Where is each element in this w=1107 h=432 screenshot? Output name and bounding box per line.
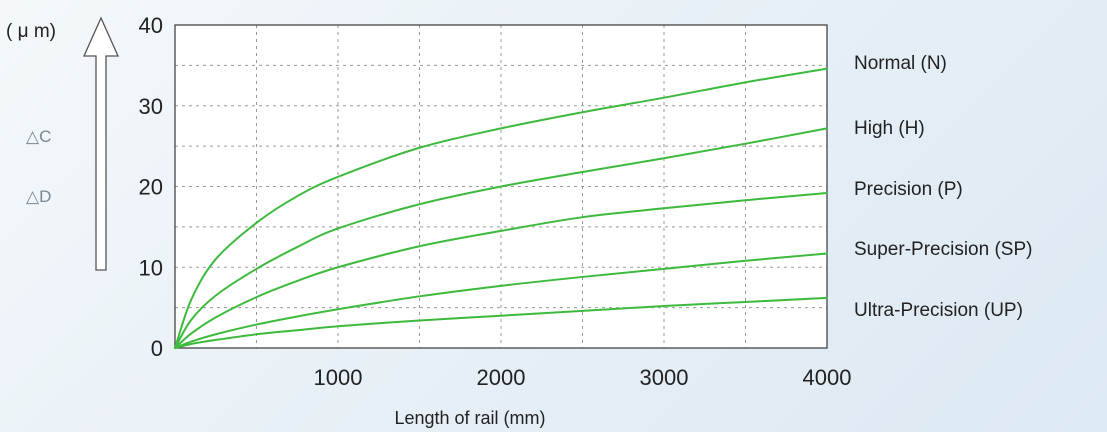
series-line [174, 67, 828, 349]
up-arrow-icon [82, 16, 120, 271]
y-tick-label: 30 [139, 94, 163, 119]
x-tick-label: 1000 [314, 365, 363, 390]
series-label: Ultra-Precision (UP) [854, 300, 1023, 321]
y-tick-label: 40 [139, 13, 163, 38]
y-tick-label: 0 [151, 336, 163, 361]
y-unit-label: ( μ m) [6, 21, 56, 42]
y-tick-label: 20 [139, 175, 163, 200]
series-line [174, 191, 828, 349]
series-label: Normal (N) [854, 53, 947, 74]
series-label: Super-Precision (SP) [854, 239, 1032, 260]
y-tick-label: 10 [139, 255, 163, 280]
x-tick-label: 4000 [803, 365, 852, 390]
plot-frame [174, 24, 828, 349]
x-axis-title: Length of rail (mm) [394, 408, 545, 428]
series-label: High (H) [854, 118, 925, 139]
series-line [174, 296, 828, 349]
series-label: Precision (P) [854, 179, 963, 200]
series-line [174, 127, 828, 349]
x-tick-label: 3000 [640, 365, 689, 390]
series-line [174, 252, 828, 349]
y-side-label-d: △D [26, 187, 51, 206]
y-side-label-c: △C [26, 127, 51, 146]
x-tick-label: 2000 [477, 365, 526, 390]
